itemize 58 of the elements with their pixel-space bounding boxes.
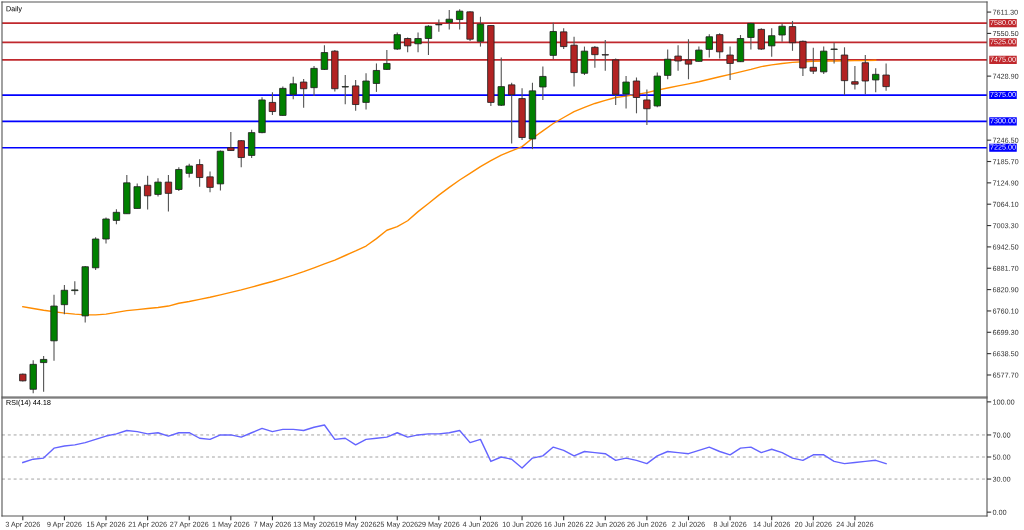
candlestick <box>299 78 308 109</box>
candlestick <box>320 44 329 71</box>
candlestick <box>601 39 609 72</box>
candlestick <box>768 27 776 58</box>
candlestick <box>237 139 245 168</box>
candlestick <box>591 45 599 69</box>
candlestick <box>549 22 557 60</box>
candlestick <box>289 76 297 100</box>
candlestick <box>716 32 724 60</box>
candlestick <box>39 355 48 393</box>
candlestick <box>310 65 318 97</box>
candlestick <box>143 175 152 211</box>
candlestick <box>195 158 204 188</box>
candlestick <box>560 27 568 50</box>
candlestick <box>882 62 890 92</box>
candlestick <box>102 217 110 245</box>
candlestick <box>622 75 630 109</box>
candlestick <box>164 174 173 213</box>
candlestick <box>684 38 693 80</box>
candlestick <box>809 47 817 75</box>
candlestick <box>456 8 464 30</box>
candlestick <box>352 79 360 112</box>
candlestick <box>133 182 141 210</box>
candlestick <box>705 33 713 59</box>
candlestick <box>861 54 869 95</box>
candlestick <box>247 129 256 159</box>
candlestick <box>872 67 880 93</box>
candlestick <box>60 284 69 315</box>
candlestick <box>830 42 838 64</box>
candlestick <box>820 46 828 75</box>
candlestick <box>268 91 277 116</box>
candlestick <box>414 31 422 53</box>
candlestick <box>643 88 651 126</box>
candlestick <box>341 74 349 105</box>
candlestick <box>778 22 786 43</box>
line-series <box>22 424 887 469</box>
candlestick <box>851 65 859 90</box>
candlestick <box>435 19 443 33</box>
candlestick <box>674 44 682 72</box>
candlestick <box>372 62 381 93</box>
candlestick <box>580 46 589 76</box>
candlestick <box>206 171 214 193</box>
candlestick <box>632 76 641 114</box>
candlestick <box>497 56 505 107</box>
candlestick <box>154 177 162 198</box>
candlestick <box>175 166 183 192</box>
candlestick <box>445 9 453 30</box>
candlestick <box>788 20 797 52</box>
candlestick <box>747 22 755 50</box>
candlestick <box>424 24 433 56</box>
candlestick <box>726 46 734 81</box>
candlestick <box>664 48 672 80</box>
candlestick <box>476 16 485 48</box>
candlestick <box>736 34 745 63</box>
candlestick <box>227 131 235 152</box>
candlestick <box>539 66 547 101</box>
candlestick <box>508 82 516 145</box>
candlestick <box>362 72 370 110</box>
